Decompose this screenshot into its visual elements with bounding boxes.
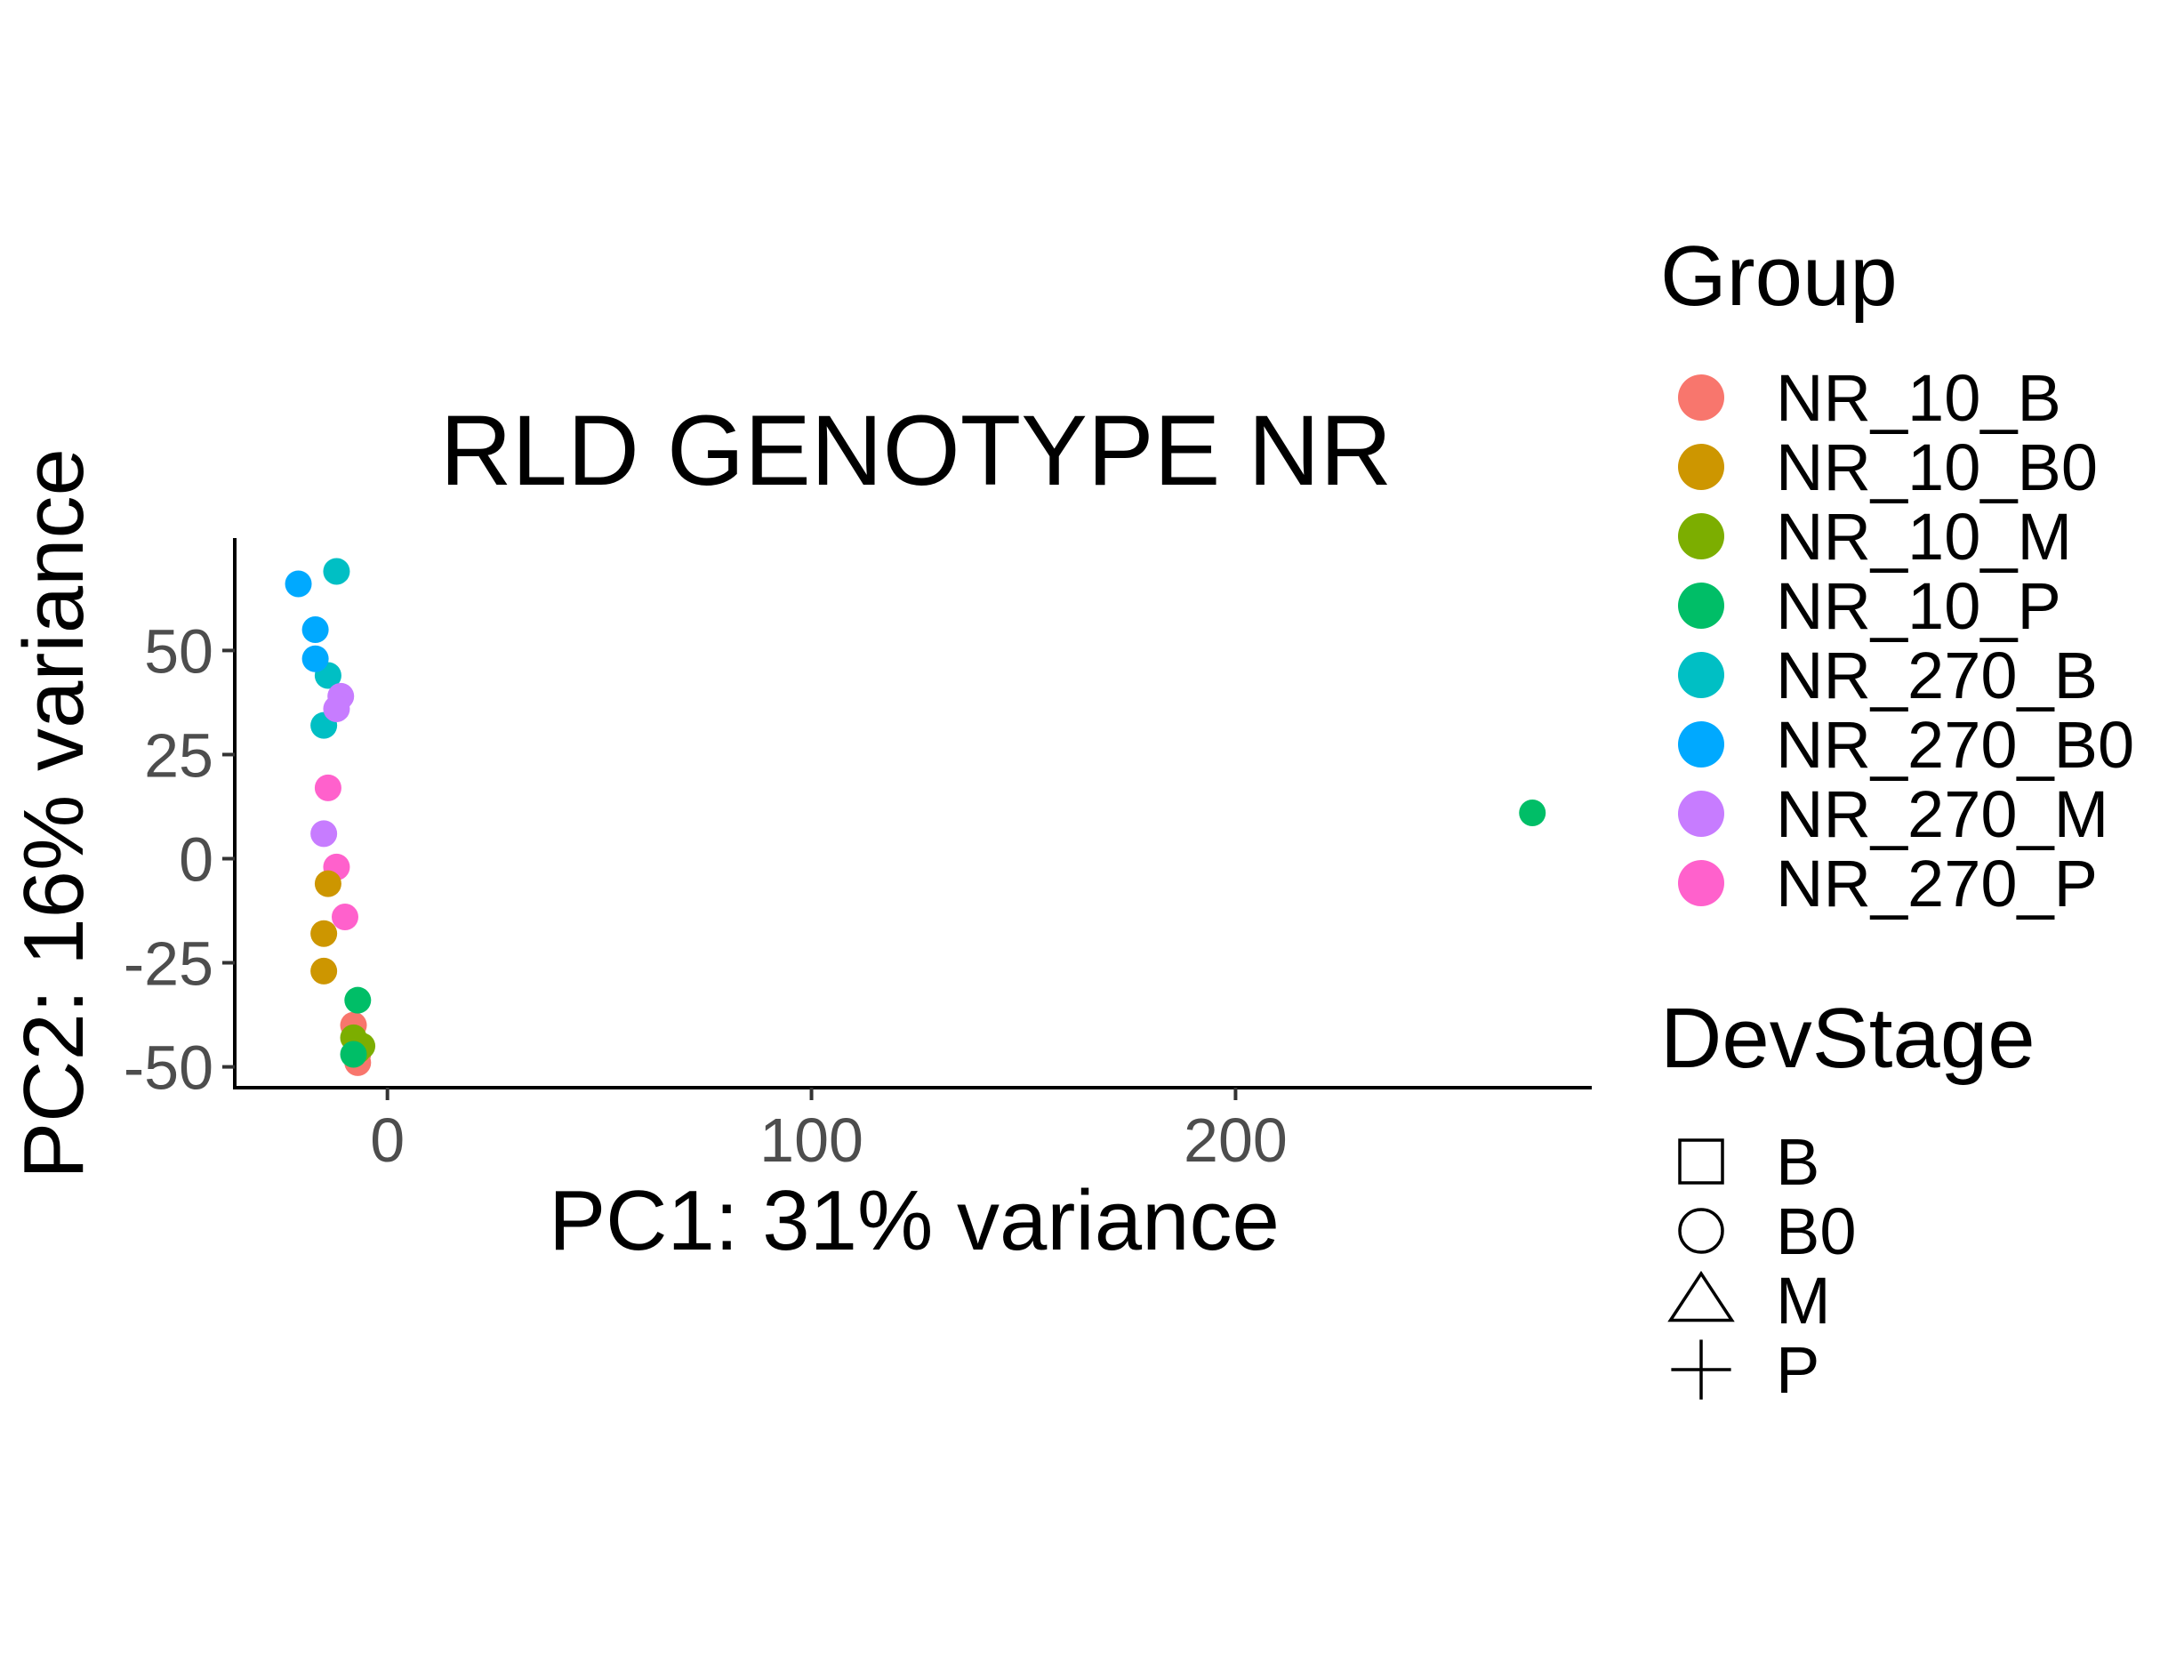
legend-color-swatch xyxy=(1678,721,1724,768)
legend-color-swatch xyxy=(1678,791,1724,837)
legend-devstage-label: B0 xyxy=(1776,1194,1857,1268)
legend-devstage-item: M xyxy=(1667,1264,1831,1338)
legend-group-item: NR_10_B0 xyxy=(1678,430,2098,504)
y-axis-ticks: -50 -25 0 25 50 xyxy=(124,616,235,1103)
data-point xyxy=(310,920,338,947)
data-point xyxy=(340,1041,367,1068)
y-tick-label: 0 xyxy=(179,825,213,895)
data-point xyxy=(331,904,358,931)
legend-devstage-item: P xyxy=(1671,1333,1819,1407)
x-tick-label: 0 xyxy=(370,1105,405,1175)
x-tick-label: 200 xyxy=(1184,1105,1288,1175)
circle-shape-icon xyxy=(1678,1208,1724,1254)
legend-devstage-item: B0 xyxy=(1678,1194,1857,1268)
legend-group-item: NR_270_B xyxy=(1678,639,2098,712)
legend-devstage-label: M xyxy=(1776,1264,1831,1338)
square-shape-icon xyxy=(1678,1138,1724,1185)
data-point xyxy=(301,616,329,643)
legend-group-item: NR_10_B xyxy=(1678,361,2061,435)
legend-group-label: NR_10_B0 xyxy=(1776,430,2098,504)
legend-devstage-label: B xyxy=(1776,1125,1819,1199)
data-point xyxy=(314,870,341,897)
data-points xyxy=(285,558,1546,1076)
legend-color-swatch xyxy=(1678,583,1724,629)
legend-group: NR_10_BNR_10_B0NR_10_MNR_10_PNR_270_BNR_… xyxy=(1678,361,2134,920)
legend-group-label: NR_10_B xyxy=(1776,361,2061,435)
plus-shape-icon xyxy=(1671,1339,1731,1400)
data-point xyxy=(314,774,341,801)
legend-group-label: NR_10_M xyxy=(1776,500,2072,574)
chart-title: RLD GENOTYPE NR xyxy=(440,395,1392,506)
y-tick-label: -50 xyxy=(124,1033,213,1103)
data-point xyxy=(323,558,350,585)
data-point xyxy=(285,570,312,598)
x-tick-label: 100 xyxy=(759,1105,863,1175)
x-axis-label: PC1: 31% variance xyxy=(549,1173,1280,1268)
legend-group-label: NR_270_P xyxy=(1776,847,2098,920)
legend-group-label: NR_270_B xyxy=(1776,639,2098,712)
data-point xyxy=(310,820,338,848)
legend-devstage-title: DevStage xyxy=(1660,991,2035,1086)
y-tick-label: 25 xyxy=(144,720,213,790)
data-point xyxy=(310,957,338,985)
x-axis-ticks: 0 100 200 xyxy=(370,1088,1288,1175)
triangle-shape-icon xyxy=(1667,1270,1735,1322)
legend-color-swatch xyxy=(1678,513,1724,559)
legend-devstage-label: P xyxy=(1776,1333,1819,1407)
legend-color-swatch xyxy=(1678,444,1724,490)
legend-color-swatch xyxy=(1678,652,1724,698)
legend-devstage-item: B xyxy=(1678,1125,1819,1199)
data-point xyxy=(1519,800,1546,826)
legend-group-item: NR_270_P xyxy=(1678,847,2098,920)
data-point xyxy=(301,645,329,672)
legend-group-item: NR_10_M xyxy=(1678,500,2072,574)
legend-color-swatch xyxy=(1678,374,1724,421)
legend-group-item: NR_270_M xyxy=(1678,777,2108,851)
legend-group-item: NR_270_B0 xyxy=(1678,708,2134,782)
y-tick-label: 50 xyxy=(144,616,213,686)
legend-color-swatch xyxy=(1678,860,1724,906)
legend-group-label: NR_10_P xyxy=(1776,569,2061,643)
legend-group-title: Group xyxy=(1660,229,1898,324)
y-tick-label: -25 xyxy=(124,929,213,999)
data-point xyxy=(344,986,372,1014)
legend-group-item: NR_10_P xyxy=(1678,569,2061,643)
data-point xyxy=(323,695,350,722)
legend-group-label: NR_270_B0 xyxy=(1776,708,2134,782)
legend-group-label: NR_270_M xyxy=(1776,777,2108,851)
y-axis-label: PC2: 16% variance xyxy=(6,448,101,1179)
